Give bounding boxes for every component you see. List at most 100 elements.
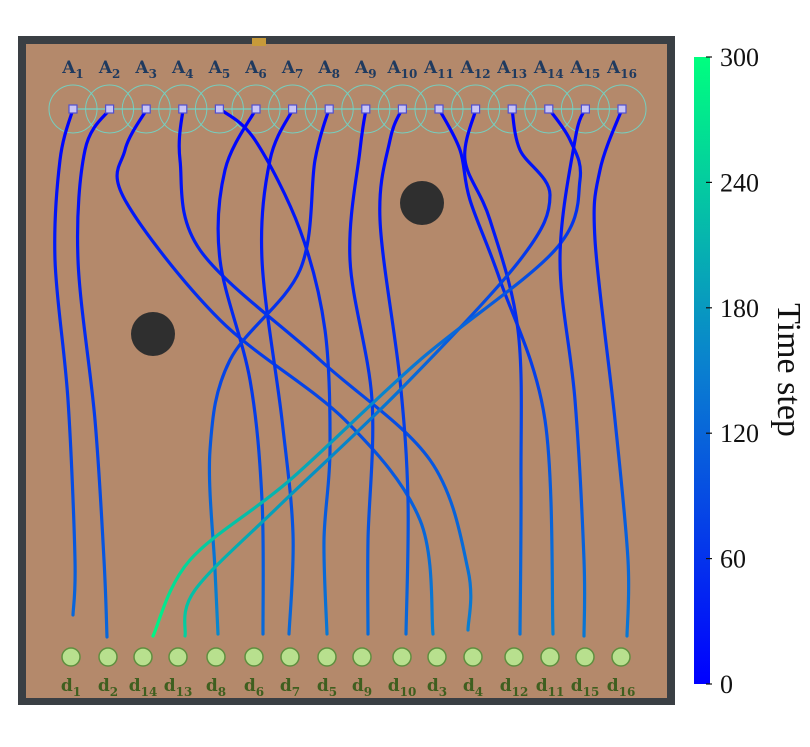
destination-label: d5 xyxy=(317,676,337,699)
destination-label: d10 xyxy=(388,676,417,699)
agent-marker xyxy=(544,104,554,114)
trajectory-path xyxy=(75,107,112,639)
colorbar-ticks: 0 60 120 180 240 300 xyxy=(706,43,759,699)
agent-range-circle xyxy=(304,84,354,134)
destination-label: d11 xyxy=(536,676,565,699)
destination-marker xyxy=(392,647,412,667)
trajectory-path xyxy=(437,107,555,636)
trajectory-path xyxy=(177,107,473,632)
agent-label: A8 xyxy=(317,58,340,81)
destination-marker xyxy=(575,647,595,667)
trajectory-path xyxy=(207,107,331,636)
trajectory-path xyxy=(378,107,410,636)
agent-label: A11 xyxy=(423,58,454,81)
agent-label: A13 xyxy=(496,58,527,81)
destination-marker xyxy=(206,647,226,667)
trajectory-paths xyxy=(53,107,631,639)
agent-marker xyxy=(141,104,151,114)
agent-marker xyxy=(507,104,517,114)
agent-range-circle xyxy=(268,84,318,134)
trajectory-path xyxy=(218,107,332,636)
agent-range-circle xyxy=(451,84,501,134)
destination-marker xyxy=(504,647,524,667)
agent-marker xyxy=(104,104,115,114)
agent-label: A4 xyxy=(171,58,194,81)
trajectory-path xyxy=(259,107,295,636)
colorbar-tick-label: 120 xyxy=(720,419,759,448)
trajectory-path xyxy=(216,107,265,636)
agent-marker xyxy=(178,104,188,114)
agent-label: A5 xyxy=(208,58,231,81)
agent-range-circle xyxy=(85,84,135,134)
destination-marker xyxy=(611,647,631,667)
destination-marker xyxy=(352,647,372,667)
obstacle-left xyxy=(131,312,175,356)
agent-sensing-ranges xyxy=(48,84,647,134)
trajectory-path xyxy=(592,107,631,638)
destination-label: d8 xyxy=(206,676,226,699)
destination-labels: d1 d2 d14 d13 d8 d6 d7 d5 d9 d10 d3 d4 d12 d11 d15 d16 xyxy=(61,676,635,699)
destination-label: d16 xyxy=(607,676,636,699)
agent-marker xyxy=(617,104,627,114)
agent-label: A15 xyxy=(569,58,600,81)
destination-label: d9 xyxy=(352,676,372,699)
agent-label: A6 xyxy=(244,58,267,81)
obstacle-upper-right xyxy=(400,181,444,225)
agent-label: A14 xyxy=(533,58,564,81)
colorbar xyxy=(694,57,710,684)
destination-marker xyxy=(427,647,447,667)
agent-label: A10 xyxy=(386,58,417,81)
colorbar-tick-label: 60 xyxy=(720,545,746,574)
destination-label: d4 xyxy=(463,676,483,699)
arena-floor xyxy=(26,44,667,698)
agent-marker xyxy=(324,104,334,114)
agent-marker xyxy=(471,104,481,114)
agent-label: A2 xyxy=(98,58,121,81)
agent-range-circle xyxy=(194,84,244,134)
destination-label: d15 xyxy=(571,676,600,699)
destination-marker xyxy=(540,647,560,667)
trajectory-path xyxy=(53,107,77,617)
destination-label: d3 xyxy=(427,676,447,699)
trajectory-path xyxy=(348,107,375,636)
agent-marker xyxy=(214,104,224,114)
destination-label: d13 xyxy=(164,676,193,699)
agent-marker xyxy=(434,104,444,114)
colorbar-tick-label: 0 xyxy=(720,670,733,699)
agent-label: A1 xyxy=(61,58,84,81)
colorbar-tick-label: 240 xyxy=(720,168,759,197)
agent-range-circle xyxy=(231,84,281,134)
arena-top-marker xyxy=(252,38,266,46)
agent-marker xyxy=(288,104,298,114)
destination-label: d1 xyxy=(61,676,81,699)
agent-range-circle xyxy=(377,84,427,134)
agent-range-circle xyxy=(341,84,391,134)
agent-labels: A1 A2 A3 A4 A5 A6 A7 A8 A9 A10 A11 A12 A13 A14 A15 A16 xyxy=(61,58,637,81)
agent-markers xyxy=(68,104,627,114)
agent-label: A9 xyxy=(354,58,377,81)
destination-label: d14 xyxy=(129,676,158,699)
destination-label: d7 xyxy=(280,676,300,699)
destination-marker xyxy=(168,647,188,667)
agent-range-circle xyxy=(158,84,208,134)
destination-marker xyxy=(463,647,483,667)
agent-marker xyxy=(580,104,591,114)
agent-range-circle xyxy=(121,84,171,134)
agent-marker xyxy=(251,104,261,114)
colorbar-tick-label: 180 xyxy=(720,294,759,323)
destination-marker xyxy=(317,647,337,667)
colorbar-title: Time step xyxy=(770,303,807,437)
destination-marker xyxy=(61,647,81,667)
agent-range-circle xyxy=(48,84,98,134)
destination-label: d12 xyxy=(500,676,529,699)
agent-range-circle xyxy=(487,84,537,134)
agent-range-circle xyxy=(524,84,574,134)
destination-marker xyxy=(133,647,153,667)
destination-label: d6 xyxy=(244,676,264,699)
destination-marker xyxy=(244,647,264,667)
trajectory-path xyxy=(558,107,587,638)
agent-marker xyxy=(68,104,78,114)
trajectory-path xyxy=(183,107,552,638)
agent-label: A7 xyxy=(281,58,304,81)
colorbar-tick-label: 300 xyxy=(720,43,759,72)
